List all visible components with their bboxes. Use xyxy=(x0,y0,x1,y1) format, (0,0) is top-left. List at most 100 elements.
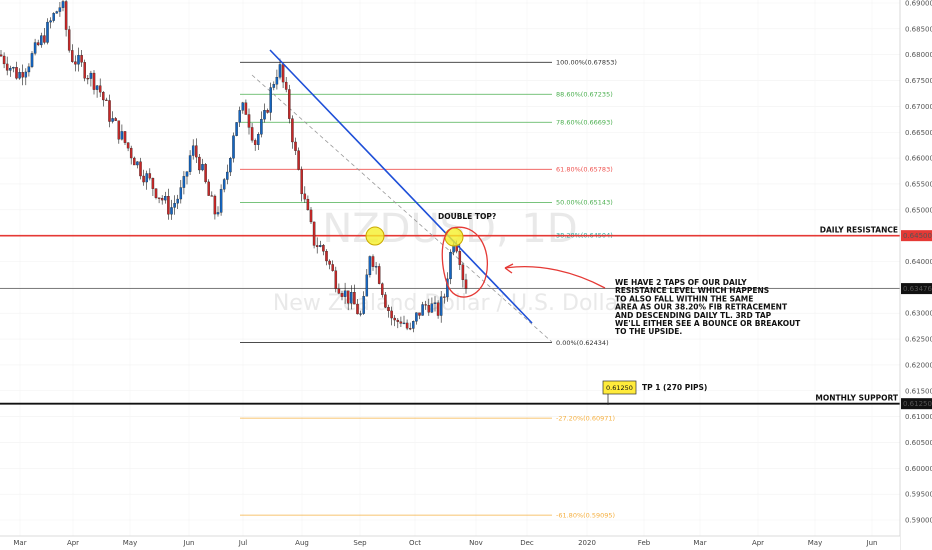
candle-body xyxy=(210,195,214,197)
candle-body xyxy=(179,187,183,200)
candle-body xyxy=(176,198,179,204)
candle-body xyxy=(80,55,83,63)
candle-body xyxy=(340,293,344,297)
time-tick-label: Feb xyxy=(638,539,651,547)
tp-badge: 0.61250 xyxy=(606,384,633,392)
level-label: DAILY RESISTANCE xyxy=(820,226,898,235)
price-tick-label: 0.62500 xyxy=(905,336,932,344)
candle-body xyxy=(9,67,12,71)
candle-body xyxy=(384,294,387,308)
candle-body xyxy=(74,61,77,65)
candle-body xyxy=(102,92,105,101)
time-tick-label: May xyxy=(123,539,137,547)
highlight-ellipse xyxy=(441,226,488,298)
candle-body xyxy=(201,164,204,171)
candle-body xyxy=(284,81,288,90)
candle-body xyxy=(399,321,403,324)
candle-body xyxy=(232,135,235,159)
candle-body xyxy=(424,304,427,306)
fib-label: 50.00%(0.65143) xyxy=(556,199,613,207)
candle-body xyxy=(173,203,176,208)
candle-body xyxy=(86,78,90,80)
time-tick-label: Jul xyxy=(238,539,248,547)
fib-label: -61.80%(0.59095) xyxy=(556,511,615,519)
candle-body xyxy=(433,302,437,304)
candle-body xyxy=(331,264,334,271)
candle-body xyxy=(198,156,201,171)
candle-body xyxy=(71,50,74,62)
candle-body xyxy=(405,322,409,329)
price-tick-label: 0.69000 xyxy=(905,0,932,8)
candle-body xyxy=(55,11,59,14)
candle-body xyxy=(449,252,452,280)
candle-body xyxy=(458,251,462,265)
candle-body xyxy=(278,64,282,78)
candle-body xyxy=(365,274,369,297)
candle-body xyxy=(30,53,34,67)
candle-body xyxy=(15,67,18,79)
candle-body xyxy=(18,72,21,79)
price-tick-label: 0.68500 xyxy=(905,25,932,33)
fib-label: 100.00%(0.67853) xyxy=(556,59,617,67)
annotation-line: TO ALSO FALL WITHIN THE SAME xyxy=(615,294,753,303)
price-tick-label: 0.59000 xyxy=(905,517,932,525)
candle-body xyxy=(89,72,93,79)
level-label: MONTHLY SUPPORT xyxy=(815,394,898,403)
time-tick-label: Nov xyxy=(469,539,483,547)
candle-body xyxy=(157,197,161,199)
time-tick-label: Apr xyxy=(67,539,79,547)
dashed-trendline xyxy=(251,74,553,343)
descending-trendline[interactable] xyxy=(269,49,533,324)
candle-body xyxy=(2,55,6,65)
candle-body xyxy=(133,157,136,166)
fib-label: 0.00%(0.62434) xyxy=(556,339,609,347)
fib-label: 78.60%(0.66693) xyxy=(556,119,613,127)
time-tick-label: 2020 xyxy=(578,539,596,547)
candle-body xyxy=(415,312,418,322)
candle-body xyxy=(266,110,269,113)
candle-body xyxy=(83,62,86,79)
level-price-badge xyxy=(901,230,932,242)
candle-body xyxy=(346,290,350,304)
candle-body xyxy=(40,35,43,46)
candle-body xyxy=(328,260,331,265)
candle-body xyxy=(129,147,133,159)
price-tick-label: 0.66000 xyxy=(905,155,932,163)
candle-body xyxy=(362,296,365,314)
candle-body xyxy=(226,171,229,180)
candle-body xyxy=(207,181,210,196)
candle-body xyxy=(182,176,186,188)
candle-body xyxy=(439,296,443,316)
time-axis[interactable]: Mar Apr May Jun Jul Aug Sep Oct Nov Dec 2020 Feb Mar… xyxy=(0,535,900,550)
candle-body xyxy=(145,173,148,183)
candle-body xyxy=(294,141,297,151)
candle-body xyxy=(92,72,96,90)
price-axis[interactable]: 0.69000 0.68500 0.68000 0.67500 0.67000 0.665… xyxy=(899,0,932,550)
candle-body xyxy=(309,209,313,223)
candle-body xyxy=(461,264,465,280)
price-tick-label: 0.66500 xyxy=(905,129,932,137)
candle-body xyxy=(387,307,390,312)
candle-body xyxy=(371,256,375,267)
candle-body xyxy=(185,171,189,177)
price-tick-label: 0.67500 xyxy=(905,77,932,85)
price-tick-label: 0.61000 xyxy=(905,413,932,421)
candle-body xyxy=(430,303,434,313)
level-price-text: 0.61250 xyxy=(903,400,932,408)
candle-body xyxy=(297,150,300,170)
candle-body xyxy=(61,1,65,8)
candle-body xyxy=(306,198,310,211)
candle-body xyxy=(257,134,260,145)
candle-body xyxy=(303,193,307,200)
candle-body xyxy=(5,63,9,71)
candle-body xyxy=(136,161,139,166)
chart-grid xyxy=(0,0,900,536)
fib-label: 61.80%(0.65783) xyxy=(556,166,613,174)
candle-body xyxy=(21,72,24,78)
arrowhead xyxy=(504,263,514,274)
candle-body xyxy=(120,131,124,140)
candle-body xyxy=(105,99,108,101)
tp-marker: 0.61250 TP 1 (270 PIPS) xyxy=(602,380,707,405)
candle-body xyxy=(0,54,3,57)
